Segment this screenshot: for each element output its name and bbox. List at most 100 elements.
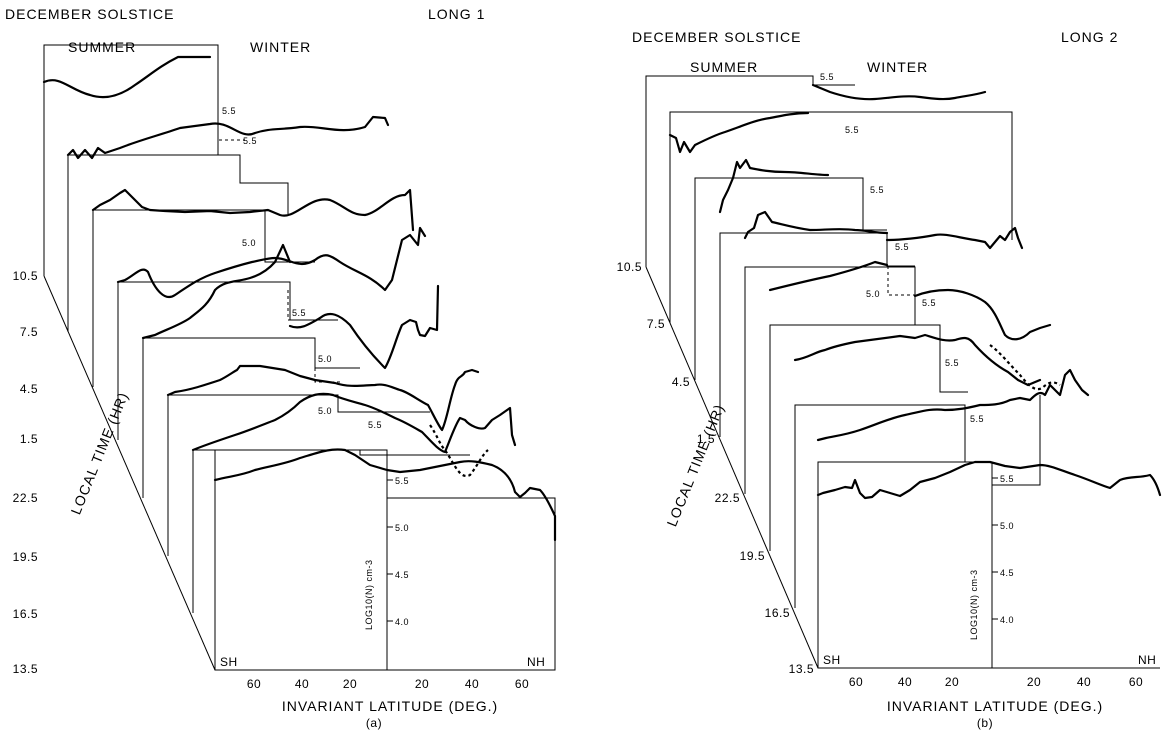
panel-b-caption: (b) xyxy=(977,716,993,730)
panel-b-slice-label-5: 5.5 xyxy=(922,298,936,308)
panel-a-slice-label-0: 5.5 xyxy=(222,106,236,116)
panel-b-dash-1 xyxy=(888,266,915,295)
panel-a-curve-22.5-b xyxy=(290,286,438,368)
panel-a-summer-label: SUMMER xyxy=(68,39,136,55)
panel-b-nh-label: NH xyxy=(1138,653,1156,667)
panel-b-slice-label-2: 5.5 xyxy=(870,185,884,195)
panel-a-x-tick-20s: 20 xyxy=(343,677,357,691)
panel-b-curve-7.5 xyxy=(670,113,808,152)
panel-b-z-tick-4.0: 4.0 xyxy=(1000,615,1014,625)
panel-b-x-tick-40n: 40 xyxy=(1077,675,1091,689)
panel-a-longitude-label: LONG 1 xyxy=(428,6,485,22)
panel-b-sh-label: SH xyxy=(823,653,841,667)
panel-a-slice-label-2: 5.5 xyxy=(243,136,257,146)
panel-a-lt-tick-4.5: 4.5 xyxy=(20,382,38,396)
panel-a-frame-13.5 xyxy=(215,450,460,670)
panel-b: DECEMBER SOLSTICE LONG 2 SUMMER WINTER 1… xyxy=(617,29,1160,730)
panel-b-curve-19.5 xyxy=(795,335,1040,385)
panel-a-lt-tick-22.5: 22.5 xyxy=(13,491,38,505)
panel-a-front-winter-box xyxy=(387,498,555,670)
panel-a-curve-16.5-dotted xyxy=(430,425,488,476)
panel-b-ylabel: LOCAL TIME (HR) xyxy=(663,401,727,528)
panel-a-lt-tick-19.5: 19.5 xyxy=(13,550,38,564)
panel-a-x-tick-40n: 40 xyxy=(465,677,479,691)
panel-a-caption: (a) xyxy=(366,716,382,730)
panel-a-x-tick-40s: 40 xyxy=(295,677,309,691)
panel-b-frame-4.5 xyxy=(695,178,887,380)
panel-b-lt-tick-13.5: 13.5 xyxy=(789,662,814,676)
panel-b-lt-tick-7.5: 7.5 xyxy=(647,317,665,331)
panel-b-zlabel: LOG10(N) cm-3 xyxy=(969,569,979,640)
panel-b-longitude-label: LONG 2 xyxy=(1061,29,1118,45)
panel-a-z-tick-5.5: 5.5 xyxy=(395,476,409,486)
panel-b-x-tick-20s: 20 xyxy=(945,675,959,689)
panel-b-lt-tick-19.5: 19.5 xyxy=(740,549,765,563)
panel-a-lt-tick-7.5: 7.5 xyxy=(20,325,38,339)
panel-a-lt-tick-10.5: 10.5 xyxy=(13,269,38,283)
panel-a-z-tick-4.5: 4.5 xyxy=(395,570,409,580)
panel-b-x-tick-60n: 60 xyxy=(1129,675,1143,689)
panel-a-z-tick-4.0: 4.0 xyxy=(395,617,409,627)
panel-a-x-tick-60s: 60 xyxy=(247,677,261,691)
panel-b-z-tick-5.5: 5.5 xyxy=(1000,474,1014,484)
panel-b-slice-label-1: 5.5 xyxy=(845,125,859,135)
panel-a-lt-tick-16.5: 16.5 xyxy=(13,607,38,621)
panel-b-lt-tick-4.5: 4.5 xyxy=(672,375,690,389)
panel-a-curve-13.5 xyxy=(215,449,555,540)
panel-b-slice-label-6: 5.5 xyxy=(945,358,959,368)
panel-a-frame-1.5 xyxy=(118,282,338,440)
panel-a-nh-label: NH xyxy=(527,655,545,669)
panel-a-lt-tick-1.5: 1.5 xyxy=(20,432,38,446)
panel-a-curve-10.5 xyxy=(44,57,210,97)
panel-a-curve-16.5 xyxy=(193,394,515,452)
panel-a-title: DECEMBER SOLSTICE xyxy=(5,6,174,22)
panel-b-curve-10.5 xyxy=(813,85,985,99)
panel-b-title: DECEMBER SOLSTICE xyxy=(632,29,801,45)
panel-b-slice-label-0: 5.5 xyxy=(820,72,834,82)
panel-b-curve-13.5 xyxy=(818,462,1160,498)
panel-b-aux-frame xyxy=(992,395,1040,485)
panel-a-ylabel: LOCAL TIME (HR) xyxy=(67,389,131,516)
panel-a-x-tick-20n: 20 xyxy=(415,677,429,691)
panel-b-xlabel: INVARIANT LATITUDE (DEG.) xyxy=(887,698,1103,714)
panel-a-curve-19.5 xyxy=(168,366,478,430)
panel-a-xlabel: INVARIANT LATITUDE (DEG.) xyxy=(282,698,498,714)
panel-b-x-tick-40s: 40 xyxy=(898,675,912,689)
panel-a: DECEMBER SOLSTICE LONG 1 SUMMER WINTER 1… xyxy=(5,6,555,730)
panel-b-summer-label: SUMMER xyxy=(690,59,758,75)
panel-b-time-axis xyxy=(646,267,818,668)
panel-a-time-axis xyxy=(44,276,215,670)
panel-b-slice-label-3: 5.0 xyxy=(866,289,880,299)
panel-b-x-tick-60s: 60 xyxy=(849,675,863,689)
panel-a-winter-label: WINTER xyxy=(250,39,311,55)
panel-b-z-tick-4.5: 4.5 xyxy=(1000,568,1014,578)
panel-b-frame-22.5 xyxy=(745,267,940,494)
panel-a-sh-label: SH xyxy=(220,655,238,669)
panel-b-slice-label-4: 5.5 xyxy=(895,242,909,252)
panel-a-front-box xyxy=(215,450,387,670)
panel-a-slice-label-6: 5.5 xyxy=(368,420,382,430)
panel-a-frame-16.5 xyxy=(193,450,470,613)
panel-b-frame-10.5 xyxy=(646,76,855,267)
panel-a-x-tick-60n: 60 xyxy=(515,677,529,691)
panel-a-slice-label-5: 5.5 xyxy=(292,308,306,318)
panel-b-frame-16.5 xyxy=(795,405,992,608)
panel-b-curve-1.5 xyxy=(745,212,887,238)
panel-a-dash-1 xyxy=(218,135,245,140)
panel-a-slice-label-1: 5.0 xyxy=(242,238,256,248)
panel-b-curve-4.5 xyxy=(720,160,828,212)
panel-a-slice-label-4: 5.0 xyxy=(318,406,332,416)
panel-a-lt-tick-13.5: 13.5 xyxy=(13,662,38,676)
panel-b-lt-tick-16.5: 16.5 xyxy=(765,606,790,620)
panel-a-frame-4.5 xyxy=(93,210,315,387)
panel-a-curve-1.5 xyxy=(118,228,425,297)
panel-b-z-tick-5.0: 5.0 xyxy=(1000,521,1014,531)
panel-a-curve-7.5 xyxy=(68,117,388,158)
panel-a-slice-label-3: 5.0 xyxy=(318,354,332,364)
panel-a-z-tick-5.0: 5.0 xyxy=(395,523,409,533)
panel-b-slice-label-7: 5.5 xyxy=(970,414,984,424)
panel-a-zlabel: LOG10(N) cm-3 xyxy=(364,559,374,630)
panel-b-lt-tick-10.5: 10.5 xyxy=(617,260,642,274)
panel-a-frame-19.5 xyxy=(168,395,430,556)
